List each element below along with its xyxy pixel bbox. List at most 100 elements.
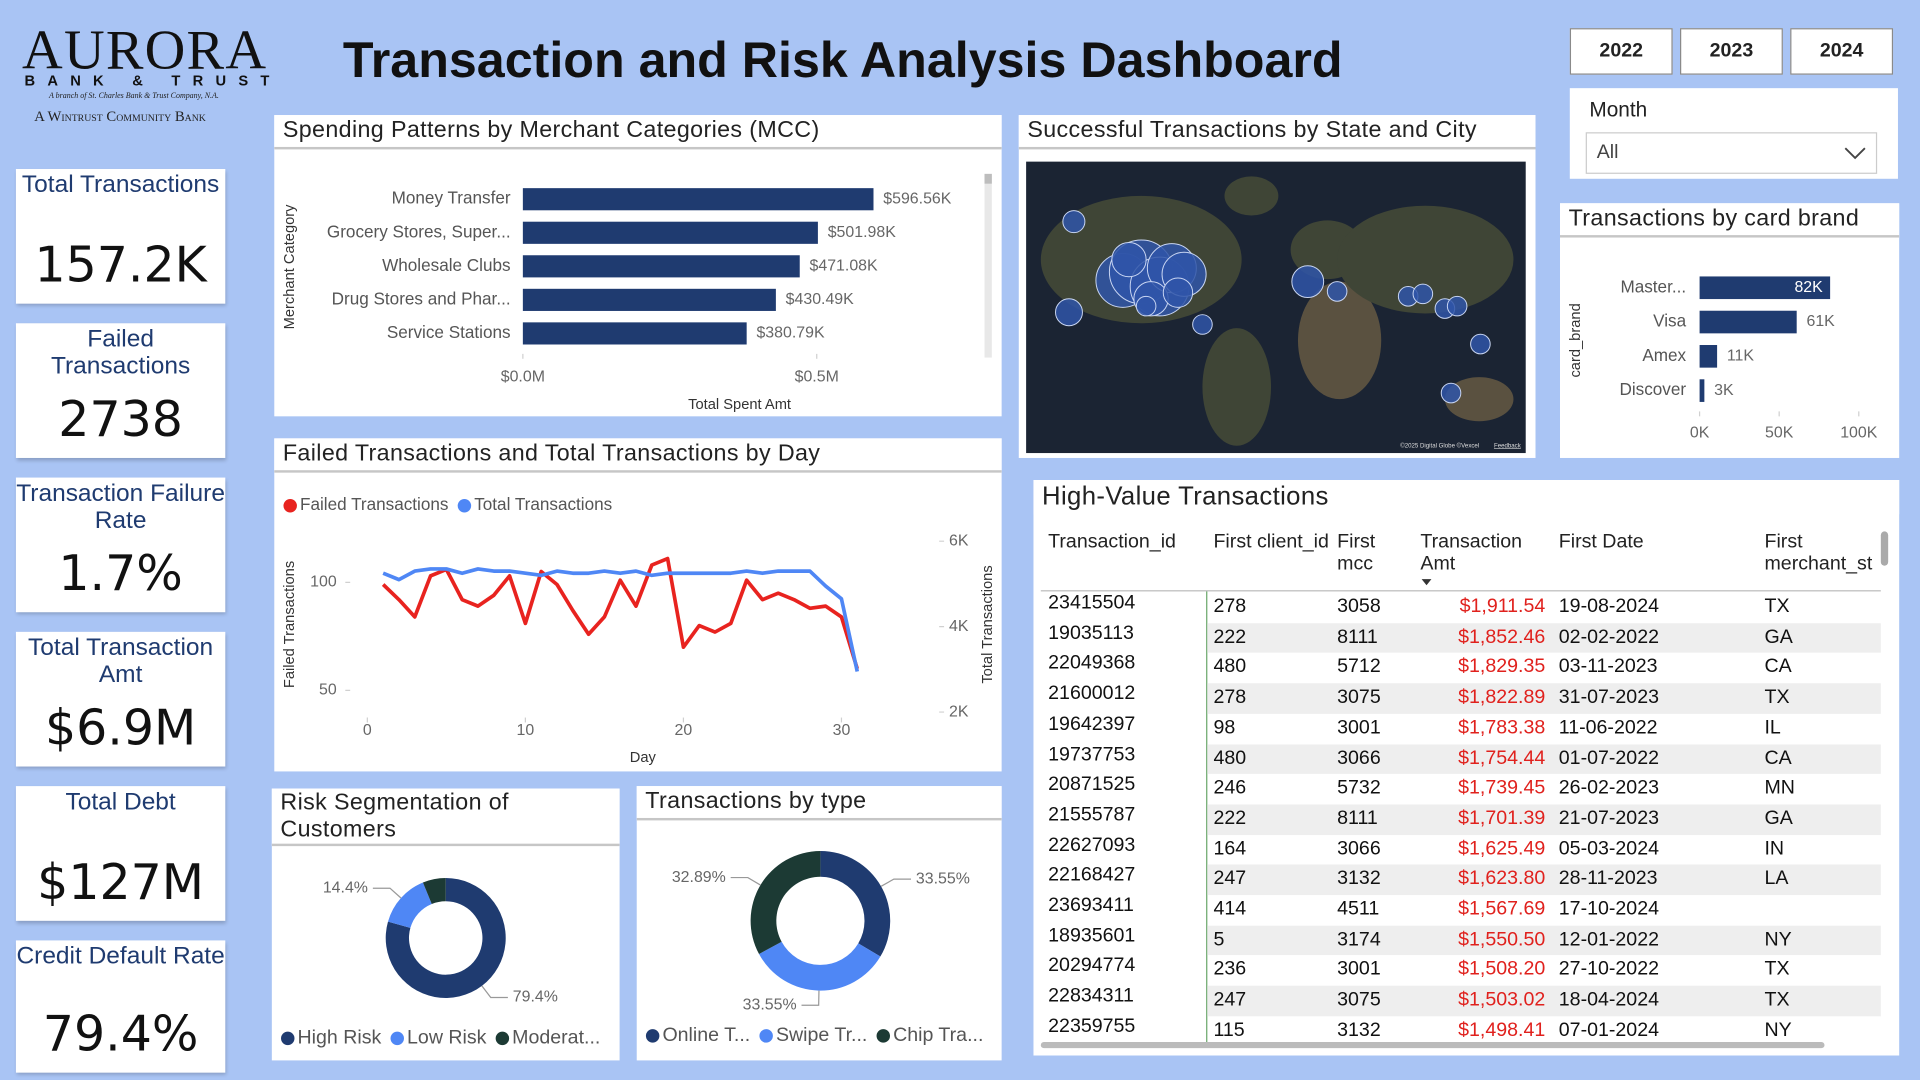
table-cell: 5732	[1337, 777, 1381, 799]
table-cell: $1,829.35	[1458, 656, 1546, 678]
kpi-label: Transaction Failure Rate	[16, 480, 225, 534]
table-cell: 3132	[1337, 868, 1381, 890]
y2-tick-label: 4K	[949, 618, 969, 635]
chart-title: Risk Segmentation of Customers	[271, 788, 620, 847]
month-dropdown[interactable]: All	[1585, 132, 1878, 174]
continent	[1202, 328, 1272, 446]
category-label: Money Transfer	[392, 188, 511, 208]
dashboard-title: Transaction and Risk Analysis Dashboard	[342, 31, 1343, 89]
bubble[interactable]	[1192, 314, 1213, 335]
table-cell: 246	[1213, 777, 1247, 799]
table-cell: 5	[1213, 929, 1225, 950]
table-cell: 3174	[1337, 929, 1381, 950]
column-header: First Date	[1558, 531, 1644, 553]
x-tick-label: 10	[517, 722, 535, 739]
bar	[522, 255, 800, 278]
category-label: Discover	[1619, 379, 1686, 399]
kpi-value: $6.9M	[44, 700, 197, 757]
map-attribution: ©2025 Digital Globe ©Vexcel	[1400, 442, 1479, 449]
series-line	[381, 556, 860, 670]
year-button[interactable]: 2022	[1569, 28, 1673, 75]
table-cell: 19642397	[1048, 713, 1136, 735]
table-cell: $1,550.50	[1458, 929, 1546, 950]
bar	[522, 288, 776, 311]
table-cell: 98	[1213, 717, 1236, 739]
legend-label: High Risk	[298, 1027, 382, 1049]
data-label: 82K	[1794, 279, 1823, 296]
bubble[interactable]	[1111, 241, 1147, 278]
donut-slice	[750, 851, 821, 955]
table-cell: 21-07-2023	[1558, 808, 1659, 829]
y2-tick-label: 6K	[949, 532, 969, 549]
scrollbar[interactable]	[1040, 1042, 1825, 1049]
table-cell: GA	[1764, 808, 1793, 829]
table-cell: 115	[1213, 1019, 1245, 1041]
bubble[interactable]	[1062, 210, 1086, 234]
table-cell: TX	[1764, 596, 1790, 618]
column-header: First client_id	[1213, 531, 1329, 553]
chart: 33.55% 33.55% 32.89% Online T... Swipe Tr...…	[645, 851, 983, 1046]
table-cell: 27-10-2022	[1558, 959, 1659, 981]
kpi-card: Total Debt $127M	[15, 786, 226, 921]
column-header: First merchant_st	[1764, 531, 1873, 575]
table-cell: 3075	[1337, 989, 1381, 1011]
bubble[interactable]	[1446, 295, 1468, 317]
kpi-value: 157.2K	[34, 237, 207, 294]
data-label: 61K	[1806, 313, 1835, 330]
scrollbar[interactable]	[1880, 531, 1889, 566]
x-tick-label: 0	[363, 722, 372, 739]
legend-label: Online T...	[662, 1024, 750, 1046]
legend-marker	[876, 1029, 891, 1043]
continent	[1444, 377, 1514, 422]
logo-name: AURORA	[22, 18, 268, 81]
chart-title: Failed Transactions and Total Transactio…	[274, 438, 1002, 473]
bubble[interactable]	[1326, 281, 1348, 302]
table-cell: 19-08-2024	[1558, 596, 1659, 618]
kpi-card: Failed Transactions 2738	[15, 323, 226, 458]
legend-marker	[495, 1031, 510, 1046]
bubble[interactable]	[1470, 333, 1491, 355]
map[interactable]: ©2025 Digital Globe ©Vexcel Feedback	[1019, 115, 1536, 458]
column-rule	[1206, 591, 1208, 1043]
bubble[interactable]	[1291, 265, 1325, 299]
legend-label: Moderat...	[512, 1027, 600, 1049]
table-cell: 414	[1213, 898, 1247, 920]
table-cell: $1,911.54	[1459, 596, 1546, 618]
bubble[interactable]	[1135, 295, 1157, 317]
table-cell: 3001	[1337, 717, 1381, 739]
legend-label: Total Transactions	[474, 494, 612, 514]
bar	[522, 188, 874, 211]
category-label: Visa	[1653, 311, 1686, 331]
table-cell: 278	[1213, 687, 1247, 708]
table-cell: 18935601	[1048, 925, 1136, 947]
year-button[interactable]: 2024	[1790, 28, 1894, 75]
chart: 79.4% 14.4% High Risk Low Risk Moderat...	[281, 877, 600, 1049]
sort-indicator[interactable]	[1420, 578, 1432, 587]
data-label: 14.4%	[323, 879, 368, 896]
table-cell: IN	[1764, 838, 1785, 860]
table-cell: LA	[1764, 868, 1789, 890]
category-label: Wholesale Clubs	[382, 255, 510, 275]
chart-title: Transactions by card brand	[1560, 203, 1900, 238]
bar	[1699, 379, 1705, 402]
x-axis-title: Total Spent Amt	[688, 397, 791, 413]
bubble[interactable]	[1055, 298, 1083, 327]
row-stripe	[1207, 804, 1881, 835]
table-cell: 22168427	[1048, 864, 1136, 886]
map-feedback[interactable]: Feedback	[1494, 442, 1522, 449]
table-cell: TX	[1764, 959, 1790, 981]
legend-marker	[457, 498, 472, 513]
legend-marker	[645, 1029, 660, 1043]
year-button[interactable]: 2023	[1680, 28, 1783, 75]
legend-label: Low Risk	[407, 1027, 487, 1049]
data-label: 32.89%	[672, 869, 726, 886]
column-header: First mcc	[1337, 531, 1376, 575]
bubble[interactable]	[1412, 283, 1434, 305]
bubble[interactable]	[1162, 277, 1194, 308]
table-cell: 07-01-2024	[1558, 1019, 1659, 1041]
table-cell: 22359755	[1048, 1016, 1136, 1037]
bubble[interactable]	[1440, 382, 1462, 404]
table-cell: 21555787	[1048, 804, 1136, 826]
leader-line	[880, 878, 912, 887]
